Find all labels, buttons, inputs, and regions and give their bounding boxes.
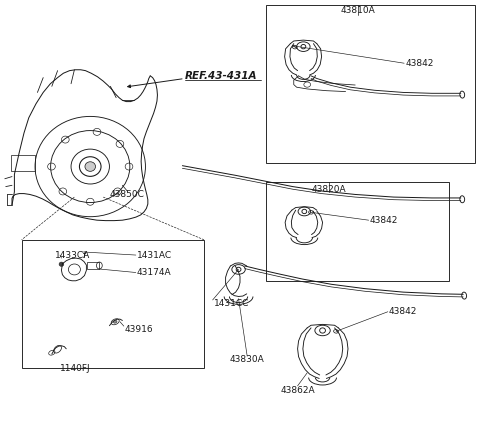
Text: 43916: 43916 bbox=[125, 325, 154, 334]
Text: 43842: 43842 bbox=[389, 307, 417, 316]
Text: 1140FJ: 1140FJ bbox=[60, 364, 91, 373]
Text: 1431AC: 1431AC bbox=[137, 251, 172, 259]
Ellipse shape bbox=[59, 262, 64, 266]
Text: 1433CA: 1433CA bbox=[55, 251, 90, 259]
Text: 1431CC: 1431CC bbox=[214, 299, 249, 307]
Text: 43820A: 43820A bbox=[312, 185, 346, 194]
Ellipse shape bbox=[113, 320, 117, 323]
Ellipse shape bbox=[85, 162, 96, 171]
Text: 43830A: 43830A bbox=[230, 355, 264, 364]
Text: REF.43-431A: REF.43-431A bbox=[185, 72, 257, 81]
Text: 43810A: 43810A bbox=[340, 7, 375, 15]
Bar bbox=[266, 182, 449, 281]
Text: 43842: 43842 bbox=[406, 59, 434, 68]
Text: 43850C: 43850C bbox=[110, 190, 144, 198]
Text: 43862A: 43862A bbox=[280, 386, 315, 395]
Bar bbox=[87, 262, 99, 269]
Text: 43174A: 43174A bbox=[137, 268, 171, 277]
Bar bbox=[266, 5, 475, 164]
Text: 43842: 43842 bbox=[370, 216, 398, 225]
Bar bbox=[22, 240, 204, 368]
Bar bbox=[11, 155, 35, 171]
